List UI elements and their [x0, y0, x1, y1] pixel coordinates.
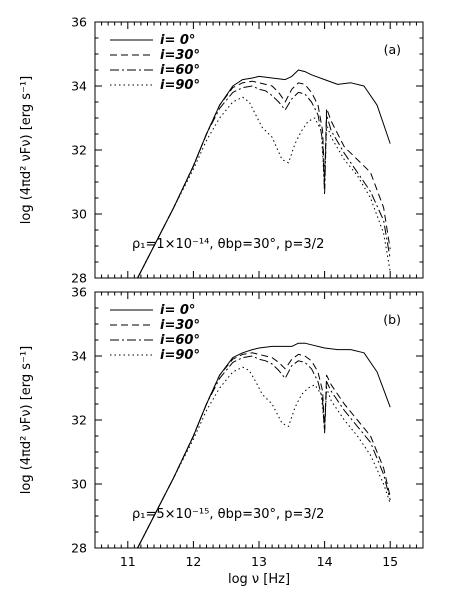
- axis-ticks: [94, 291, 424, 549]
- y-tick-labels: 28 30 32 34 36: [71, 15, 87, 286]
- legend: i= 0°i=30°i=60°i=90°: [110, 303, 200, 363]
- series-line-dotted: [137, 366, 391, 548]
- panel-label: (a): [384, 42, 401, 57]
- x-tick-label: 13: [251, 554, 267, 569]
- x-tick-label: 14: [317, 554, 333, 569]
- legend-label: i= 0°: [160, 303, 195, 318]
- y-tick-label: 28: [71, 271, 87, 286]
- panel-label: (b): [383, 312, 401, 327]
- series-group: [137, 342, 391, 548]
- series-group: [137, 69, 391, 278]
- series-line-dashdot: [137, 355, 391, 548]
- y-tick-labels: 28 30 32 34 36: [71, 285, 87, 556]
- y-tick-label: 32: [71, 143, 87, 158]
- x-axis-title: log ν [Hz]: [228, 572, 290, 587]
- y-tick-label: 28: [71, 541, 87, 556]
- x-tick-label: 11: [120, 554, 136, 569]
- legend-label: i=90°: [160, 348, 200, 363]
- y-tick-label: 34: [71, 79, 87, 94]
- y-tick-label: 32: [71, 413, 87, 428]
- x-tick-label: 15: [382, 554, 398, 569]
- legend-label: i=60°: [160, 333, 200, 348]
- axis-ticks: [94, 21, 424, 279]
- y-tick-label: 34: [71, 349, 87, 364]
- x-tick-label: 12: [185, 554, 201, 569]
- legend-label: i=90°: [160, 78, 200, 93]
- y-tick-label: 36: [71, 285, 87, 300]
- parameter-annotation: ρ₁=1×10⁻¹⁴, θbp=30°, p=3/2: [132, 237, 324, 252]
- y-tick-label: 36: [71, 15, 87, 30]
- y-tick-label: 30: [71, 477, 87, 492]
- series-line-dashed: [137, 80, 391, 278]
- y-axis-title-top: log (4πd² νFν) [erg s⁻¹]: [19, 76, 34, 224]
- parameter-annotation: ρ₁=5×10⁻¹⁵, θbp=30°, p=3/2: [132, 507, 324, 522]
- x-tick-labels: 11 12 13 14 15: [120, 554, 398, 569]
- panel-b: 28 30 32 34 36 i= 0°i=30°i=60°i=90° (b) ρ₁=5…: [71, 285, 424, 556]
- series-line-dashed: [137, 352, 391, 548]
- legend-label: i=60°: [160, 63, 200, 78]
- panel-a: 28 30 32 34 36 i= 0°i=30°i=60°i=90° (a) ρ₁=1…: [71, 15, 424, 286]
- legend-label: i=30°: [160, 48, 200, 63]
- legend-label: i=30°: [160, 318, 200, 333]
- series-line-dotted: [137, 96, 391, 278]
- series-line-dashdot: [137, 85, 391, 278]
- y-tick-label: 30: [71, 207, 87, 222]
- legend: i= 0°i=30°i=60°i=90°: [110, 33, 200, 93]
- y-axis-title-bottom: log (4πd² νFν) [erg s⁻¹]: [19, 346, 34, 494]
- legend-label: i= 0°: [160, 33, 195, 48]
